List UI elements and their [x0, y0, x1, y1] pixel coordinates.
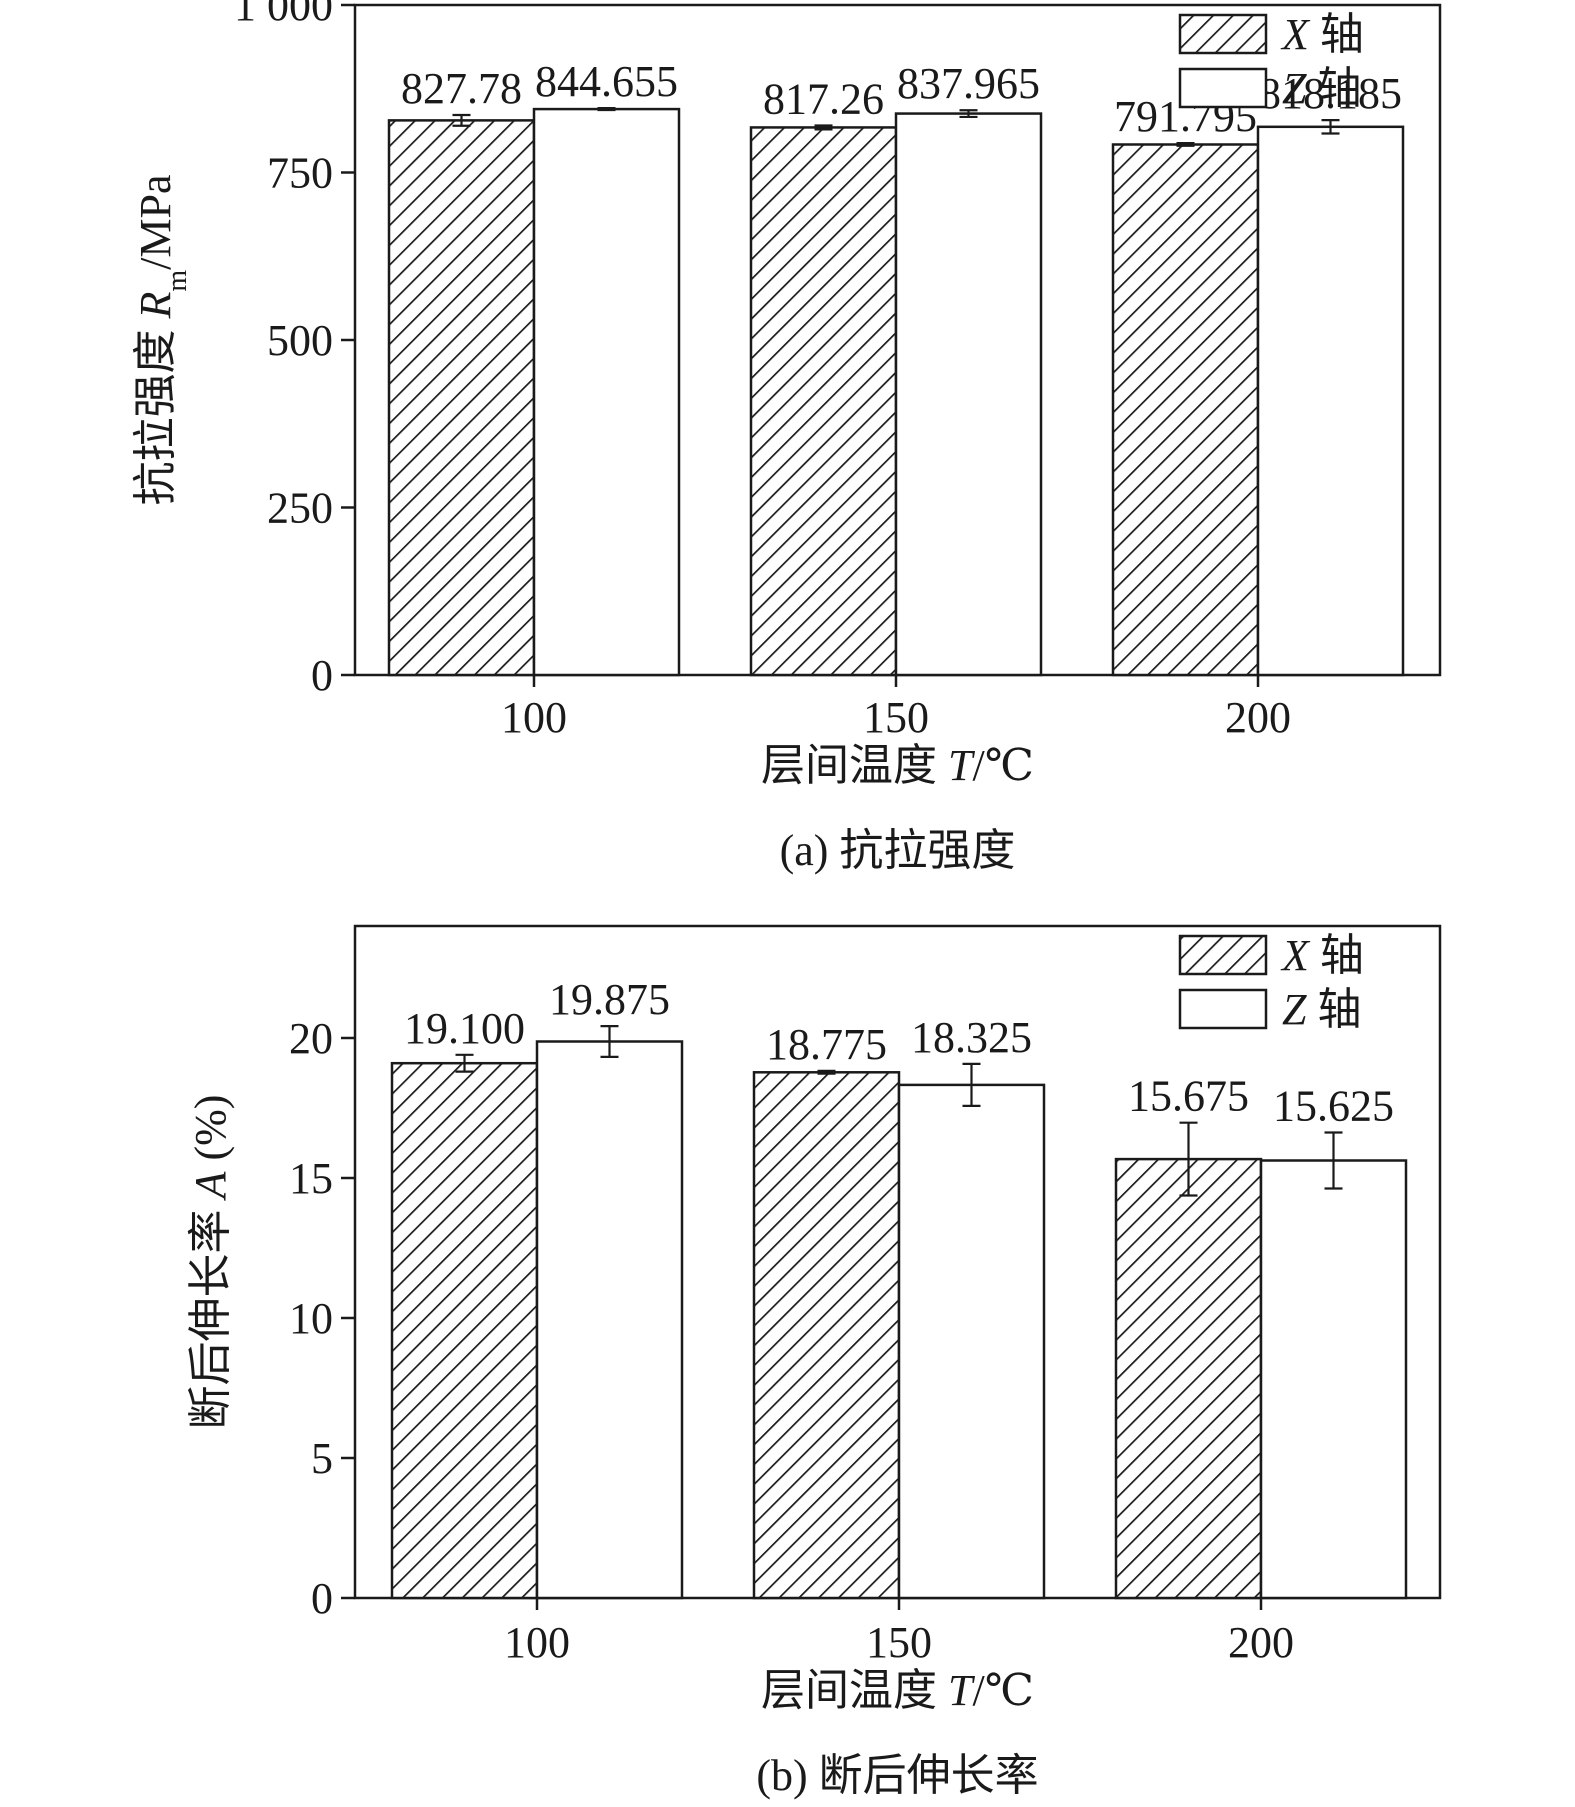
y-tick-label-b: 20	[289, 1014, 333, 1063]
y-tick-label-a: 750	[267, 149, 333, 198]
bar-b-x-100	[390, 1061, 539, 1600]
x-tick-label-b: 150	[866, 1618, 932, 1667]
bar-b-z-150	[897, 1083, 1046, 1600]
data-label-b: 19.100	[404, 1004, 525, 1053]
chart-panel-elongation: 0 5 10 15 20 100 19.100 19.875 150 18.775 18.325 20…	[186, 924, 1442, 1800]
bar-a-x-150	[749, 126, 898, 677]
y-tick-label-b: 5	[311, 1434, 333, 1483]
caption-a: (a) 抗拉强度	[780, 826, 1016, 875]
legend-label-a-z: Z 轴	[1282, 64, 1361, 113]
data-label-b: 15.675	[1128, 1072, 1249, 1121]
data-label-b: 18.775	[766, 1020, 887, 1069]
x-tick-label-b: 100	[504, 1618, 570, 1667]
bar-b-x-200	[1114, 1157, 1263, 1600]
y-axis-title-b: 断后伸长率 A (%)	[186, 1095, 235, 1430]
x-axis-title-b: 层间温度 T/℃	[761, 1666, 1034, 1715]
bar-b-z-100	[535, 1040, 684, 1600]
y-tick-label-a: 0	[311, 651, 333, 700]
y-axis-title-a: 抗拉强度 Rm/MPa	[131, 174, 193, 505]
y-tick-label-b: 10	[289, 1294, 333, 1343]
y-tick-label-a: 250	[267, 484, 333, 533]
caption-b: (b) 断后伸长率	[756, 1751, 1038, 1800]
x-tick-label-a: 150	[863, 693, 929, 742]
data-label-a: 827.78	[401, 64, 522, 113]
legend-label-b-z: Z 轴	[1282, 985, 1361, 1034]
y-tick-label-b: 15	[289, 1154, 333, 1203]
data-label-b: 18.325	[911, 1013, 1032, 1062]
data-label-b: 19.875	[549, 975, 670, 1024]
data-label-a: 844.655	[535, 57, 678, 106]
y-tick-label-a: 1 000	[234, 0, 333, 30]
bar-a-z-200	[1256, 125, 1405, 677]
legend-swatch-b-x	[1178, 934, 1268, 976]
bar-b-x-150	[752, 1071, 901, 1600]
bar-a-x-100	[387, 119, 536, 677]
data-label-a: 818.185	[1259, 69, 1402, 118]
x-tick-label-a: 100	[501, 693, 567, 742]
bar-a-z-100	[532, 107, 681, 677]
bar-a-x-200	[1111, 143, 1260, 677]
data-label-b: 15.625	[1273, 1082, 1394, 1131]
chart-panel-tensile-strength: 0 250 500 750 1 000 100 827.78 844.655 150 817.26…	[131, 0, 1442, 875]
x-tick-label-b: 200	[1228, 1618, 1294, 1667]
data-label-a: 837.965	[897, 59, 1040, 108]
legend-label-a-x: X 轴	[1280, 10, 1364, 59]
data-label-a: 817.26	[763, 74, 884, 123]
legend-swatch-a-x	[1178, 13, 1268, 55]
y-tick-label-b: 0	[311, 1574, 333, 1623]
y-tick-label-a: 500	[267, 316, 333, 365]
legend-swatch-b-z	[1178, 988, 1268, 1030]
x-axis-title-a: 层间温度 T/℃	[761, 741, 1034, 790]
bar-b-z-200	[1259, 1159, 1408, 1600]
legend-swatch-a-z	[1178, 67, 1268, 109]
x-tick-label-a: 200	[1225, 693, 1291, 742]
bar-a-z-150	[894, 112, 1043, 677]
legend-label-b-x: X 轴	[1280, 931, 1364, 980]
